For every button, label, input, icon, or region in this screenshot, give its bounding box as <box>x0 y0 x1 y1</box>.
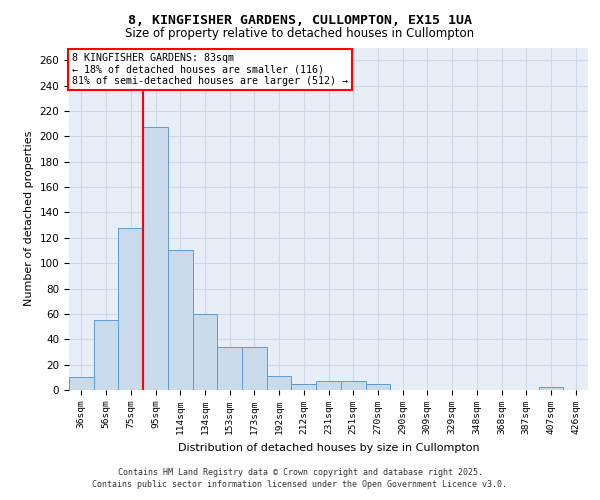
Bar <box>341 381 365 390</box>
Text: Contains HM Land Registry data © Crown copyright and database right 2025.
Contai: Contains HM Land Registry data © Crown c… <box>92 468 508 489</box>
Bar <box>539 388 563 390</box>
Text: 8 KINGFISHER GARDENS: 83sqm
← 18% of detached houses are smaller (116)
81% of se: 8 KINGFISHER GARDENS: 83sqm ← 18% of det… <box>71 52 347 86</box>
X-axis label: Distribution of detached houses by size in Cullompton: Distribution of detached houses by size … <box>178 442 479 452</box>
Bar <box>292 384 316 390</box>
Text: Size of property relative to detached houses in Cullompton: Size of property relative to detached ho… <box>125 28 475 40</box>
Bar <box>316 381 341 390</box>
Bar <box>365 384 390 390</box>
Bar <box>193 314 217 390</box>
Bar <box>267 376 292 390</box>
Bar <box>242 347 267 390</box>
Text: 8, KINGFISHER GARDENS, CULLOMPTON, EX15 1UA: 8, KINGFISHER GARDENS, CULLOMPTON, EX15 … <box>128 14 472 27</box>
Bar <box>69 378 94 390</box>
Y-axis label: Number of detached properties: Number of detached properties <box>24 131 34 306</box>
Bar <box>118 228 143 390</box>
Bar <box>143 128 168 390</box>
Bar <box>168 250 193 390</box>
Bar <box>94 320 118 390</box>
Bar <box>217 347 242 390</box>
